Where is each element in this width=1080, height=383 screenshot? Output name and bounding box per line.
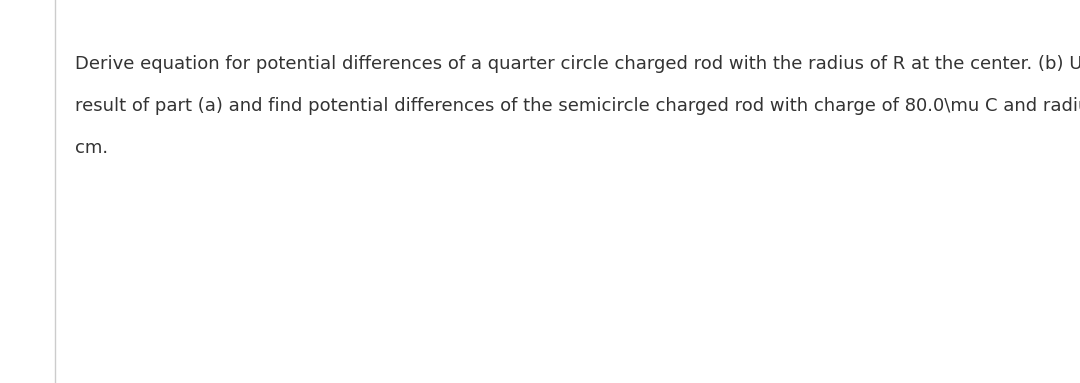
Text: result of part (a) and find potential differences of the semicircle charged rod : result of part (a) and find potential di…: [75, 97, 1080, 115]
Text: Derive equation for potential differences of a quarter circle charged rod with t: Derive equation for potential difference…: [75, 55, 1080, 73]
Text: cm.: cm.: [75, 139, 108, 157]
